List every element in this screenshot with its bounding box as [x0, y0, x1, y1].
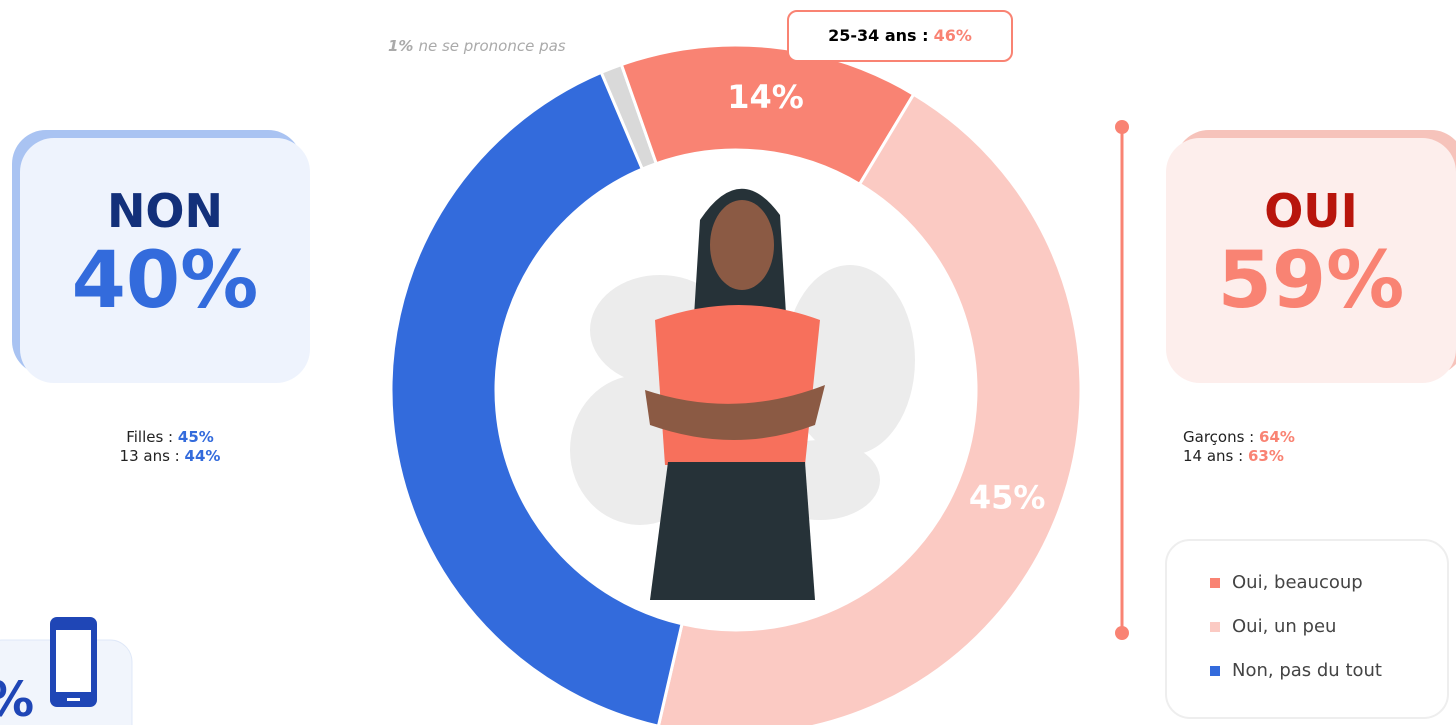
legend-swatch [1210, 622, 1220, 632]
segment-label: 14% [727, 78, 804, 116]
detail-value: 64% [1259, 428, 1295, 446]
detail-line: 13 ans : 44% [90, 447, 250, 466]
callout-label: 25-34 ans : [828, 26, 928, 45]
non-box: NON 40% [20, 138, 310, 383]
detail-value: 45% [178, 428, 214, 446]
infographic: 14% 45% 1% ne se prononce pas Oui, beaucoup O… [0, 0, 1456, 725]
detail-value: 44% [185, 447, 221, 465]
detail-label: 14 ans : [1183, 447, 1243, 465]
detail-value: 63% [1248, 447, 1284, 465]
detail-label: Filles : [126, 428, 173, 446]
divider-dot [1115, 120, 1129, 134]
illustration-shape [650, 462, 815, 600]
minor-annotation: 1% ne se prononce pas [388, 37, 566, 55]
detail-line: 14 ans : 63% [1183, 447, 1383, 466]
oui-title: OUI [1166, 184, 1456, 238]
non-value: 40% [20, 238, 310, 324]
oui-box: OUI 59% [1166, 138, 1456, 383]
cut-fragment: % [0, 672, 34, 725]
non-title: NON [20, 184, 310, 238]
oui-details: Garçons : 64% 14 ans : 63% [1183, 428, 1383, 466]
callout: 25-34 ans : 46% [787, 10, 1013, 62]
legend-label: Oui, beaucoup [1232, 572, 1363, 593]
legend-label: Non, pas du tout [1232, 660, 1382, 681]
detail-label: 13 ans : [120, 447, 180, 465]
detail-line: Garçons : 64% [1183, 428, 1383, 447]
oui-value: 59% [1166, 238, 1456, 324]
divider-dot [1115, 626, 1129, 640]
legend-swatch [1210, 666, 1220, 676]
detail-label: Garçons : [1183, 428, 1254, 446]
minor-label: ne se prononce pas [418, 37, 565, 55]
phone-icon [50, 617, 97, 707]
legend-label: Oui, un peu [1232, 616, 1336, 637]
detail-line: Filles : 45% [90, 428, 250, 447]
illustration-shape [655, 305, 820, 465]
segment-label: 45% [969, 479, 1046, 517]
non-details: Filles : 45% 13 ans : 44% [90, 428, 250, 466]
illustration-shape [710, 200, 774, 290]
legend-swatch [1210, 578, 1220, 588]
callout-value: 46% [934, 26, 972, 45]
minor-value: 1% [388, 37, 413, 55]
